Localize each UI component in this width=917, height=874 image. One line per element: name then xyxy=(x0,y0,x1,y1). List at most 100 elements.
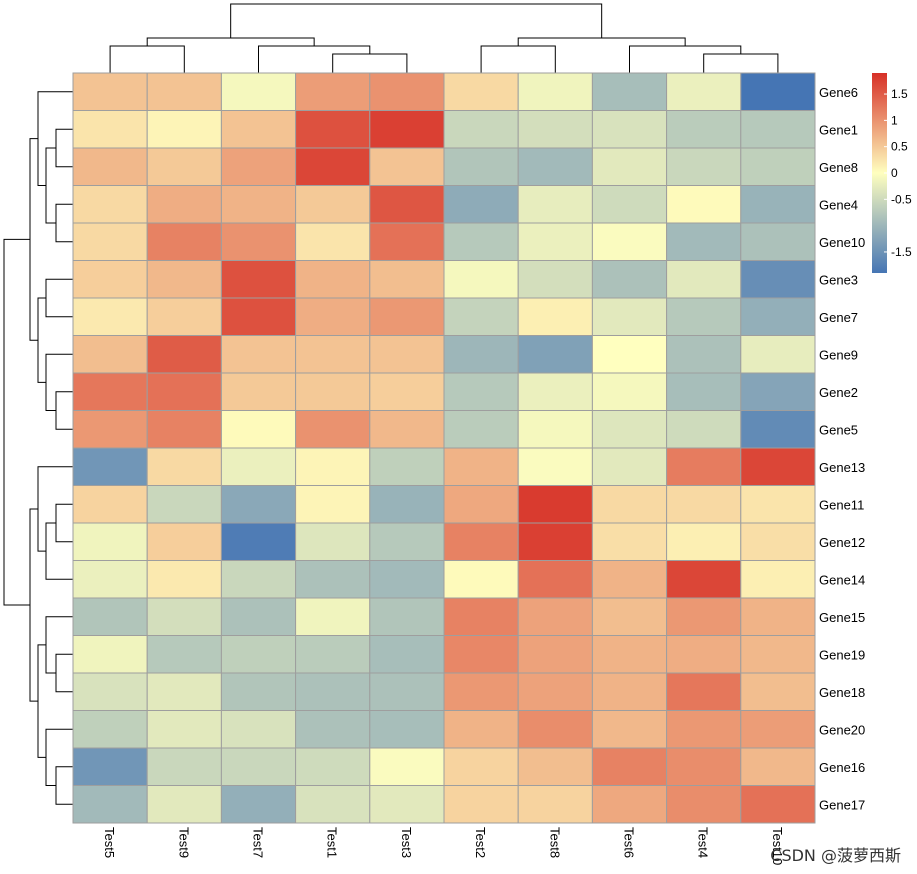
heatmap-cell xyxy=(666,522,742,561)
heatmap-cell xyxy=(591,560,668,599)
heatmap-cell xyxy=(591,447,668,486)
row-label: Gene11 xyxy=(819,497,864,512)
heatmap-cell xyxy=(666,672,742,711)
row-label: Gene5 xyxy=(819,422,858,437)
column-label: Test9 xyxy=(176,827,191,858)
heatmap-cell xyxy=(146,297,222,336)
heatmap-cell xyxy=(666,710,742,749)
heatmap-cell xyxy=(295,260,371,299)
heatmap-cell xyxy=(146,485,222,524)
heatmap-cell xyxy=(740,410,816,449)
heatmap-cell xyxy=(740,110,816,149)
heatmap-cell xyxy=(295,747,371,786)
heatmap-cell xyxy=(220,560,297,599)
dendrogram-branch xyxy=(55,653,73,693)
heatmap-cell xyxy=(591,372,668,411)
heatmap-cell xyxy=(220,297,297,336)
heatmap-cell xyxy=(146,447,222,486)
column-label: Test5 xyxy=(102,827,117,858)
heatmap-cell xyxy=(146,222,222,261)
color-legend: 1.5 1 0.5 0 -0.5 -1.5 xyxy=(872,73,912,273)
heatmap-cell xyxy=(72,597,148,636)
heatmap-cell xyxy=(666,372,742,411)
heatmap-cell xyxy=(740,297,816,336)
heatmap-cell xyxy=(740,147,816,186)
row-labels: Gene6 Gene1 Gene8 Gene4 Gene10 Gene3 Gene7 Gene… xyxy=(819,85,865,813)
heatmap-cell xyxy=(666,597,742,636)
column-label: Test8 xyxy=(547,827,562,858)
column-label: Test6 xyxy=(622,827,637,858)
column-label: Test3 xyxy=(399,827,414,858)
heatmap-cell xyxy=(72,335,148,374)
heatmap-cell xyxy=(591,147,668,186)
heatmap-cell xyxy=(517,710,593,749)
colorbar-gradient xyxy=(872,73,887,273)
heatmap-cell xyxy=(72,447,148,486)
heatmap-cell xyxy=(666,260,742,299)
heatmap-cell xyxy=(295,635,371,674)
heatmap-cell xyxy=(591,410,668,449)
heatmap-cell xyxy=(295,372,371,411)
heatmap-cell xyxy=(146,672,222,711)
heatmap-cells xyxy=(72,72,816,824)
heatmap-cell xyxy=(369,597,445,636)
heatmap-cell xyxy=(591,785,668,824)
heatmap-cell xyxy=(220,710,297,749)
heatmap-cell xyxy=(517,522,593,561)
heatmap-cell xyxy=(517,222,593,261)
heatmap-cell xyxy=(443,672,519,711)
heatmap-cell xyxy=(72,372,148,411)
heatmap-cell xyxy=(146,185,222,224)
dendrogram-branch xyxy=(480,45,556,73)
heatmap-cell xyxy=(369,72,445,111)
heatmap-cell xyxy=(517,485,593,524)
heatmap-cell xyxy=(740,485,816,524)
heatmap-cell xyxy=(591,185,668,224)
heatmap-cell xyxy=(369,522,445,561)
heatmap-cell xyxy=(443,522,519,561)
heatmap-cell xyxy=(220,747,297,786)
heatmap-cell xyxy=(72,672,148,711)
heatmap-cell xyxy=(295,297,371,336)
heatmap-cell xyxy=(146,522,222,561)
heatmap-cell xyxy=(295,410,371,449)
dendrogram-branch xyxy=(37,297,46,383)
colorbar-tick-label: 1.5 xyxy=(891,87,908,101)
heatmap-cell xyxy=(666,110,742,149)
heatmap-cell xyxy=(591,297,668,336)
heatmap-cell xyxy=(740,747,816,786)
heatmap-cell xyxy=(146,710,222,749)
watermark: CSDN @菠萝西斯 xyxy=(770,846,901,865)
heatmap-cell xyxy=(666,222,742,261)
row-label: Gene19 xyxy=(819,647,865,662)
heatmap-cell xyxy=(369,147,445,186)
dendrogram-branch xyxy=(3,238,30,606)
heatmap-cell xyxy=(517,185,593,224)
heatmap-cell xyxy=(146,147,222,186)
heatmap-cell xyxy=(666,485,742,524)
heatmap-cell xyxy=(369,110,445,149)
row-label: Gene3 xyxy=(819,272,858,287)
heatmap-cell xyxy=(666,635,742,674)
heatmap-cell xyxy=(369,410,445,449)
heatmap-cell xyxy=(72,560,148,599)
heatmap-cell xyxy=(666,560,742,599)
row-label: Gene12 xyxy=(819,535,865,550)
heatmap-cell xyxy=(666,185,742,224)
heatmap-cell xyxy=(443,785,519,824)
heatmap-cell xyxy=(295,185,371,224)
row-label: Gene15 xyxy=(819,610,865,625)
heatmap-cell xyxy=(369,447,445,486)
heatmap-cell xyxy=(369,672,445,711)
column-label: Test7 xyxy=(251,827,266,858)
heatmap-cell xyxy=(666,410,742,449)
heatmap-cell xyxy=(517,410,593,449)
heatmap-cell xyxy=(740,635,816,674)
heatmap-cell xyxy=(517,747,593,786)
row-label: Gene6 xyxy=(819,85,858,100)
colorbar-tick-label: -1.5 xyxy=(891,245,912,259)
heatmap-cell xyxy=(443,222,519,261)
heatmap-cell xyxy=(369,335,445,374)
heatmap-cell xyxy=(295,597,371,636)
